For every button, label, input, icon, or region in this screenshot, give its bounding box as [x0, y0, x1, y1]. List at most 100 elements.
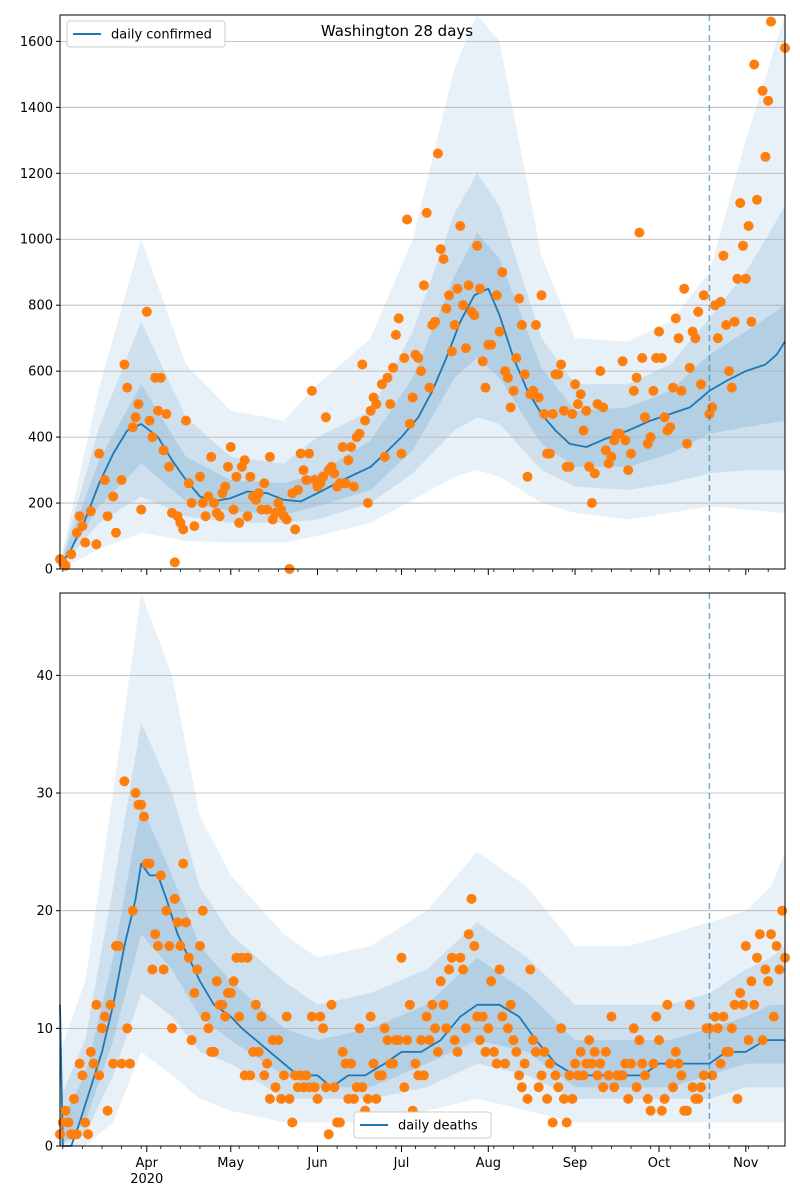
data-point: [200, 511, 211, 522]
data-point: [648, 1058, 659, 1069]
data-point: [662, 999, 673, 1010]
data-point: [186, 498, 197, 508]
data-point: [158, 964, 169, 975]
data-point: [147, 964, 158, 975]
data-point: [654, 326, 664, 337]
data-point: [209, 498, 219, 508]
x-tick-label: Oct: [648, 1156, 670, 1171]
data-point: [360, 415, 371, 426]
data-point: [223, 461, 233, 472]
data-point: [642, 1093, 653, 1104]
y-tick-label: 30: [36, 787, 53, 802]
data-point: [60, 1105, 71, 1116]
data-point: [354, 1023, 365, 1034]
data-point: [637, 1058, 648, 1069]
data-point: [421, 207, 432, 218]
data-point: [754, 929, 765, 940]
data-point: [774, 964, 785, 975]
data-point: [111, 527, 121, 538]
data-point: [472, 240, 483, 251]
data-point: [533, 392, 544, 403]
x-tick-label: Nov: [733, 1156, 759, 1171]
data-point: [617, 356, 628, 367]
data-point: [634, 1035, 645, 1046]
band-middle: [60, 722, 785, 1146]
data-point: [144, 858, 155, 869]
data-point: [530, 320, 541, 330]
data-point: [197, 498, 208, 508]
data-point: [66, 549, 77, 560]
data-point: [158, 445, 169, 456]
legend-label-daily-deaths: daily deaths: [398, 1119, 478, 1134]
data-point: [771, 941, 782, 951]
data-point: [687, 1082, 698, 1093]
data-point: [637, 353, 648, 363]
data-point: [567, 409, 578, 419]
data-point: [83, 1129, 93, 1140]
data-point: [195, 471, 205, 482]
data-point: [108, 1058, 119, 1069]
data-point: [133, 399, 144, 410]
data-point: [749, 59, 760, 70]
data-point: [245, 471, 256, 482]
data-point: [729, 999, 740, 1010]
x-axis: Apr May Jun Jul Aug Sep Oct Nov 2020: [62, 1146, 769, 1187]
data-point: [368, 1058, 379, 1069]
data-point: [446, 346, 457, 357]
data-point: [508, 1035, 519, 1046]
data-point: [290, 524, 301, 535]
data-point: [502, 372, 513, 383]
y-axis: 0 10 20 30 40: [36, 669, 60, 1155]
data-point: [195, 941, 205, 951]
data-point: [760, 151, 771, 162]
data-point: [508, 385, 519, 396]
data-point: [519, 1058, 530, 1069]
data-point: [320, 1082, 331, 1093]
chart-title: Washington 28 days: [321, 22, 473, 40]
data-point: [539, 1046, 550, 1057]
legend-box: [353, 1111, 492, 1139]
data-point: [125, 1058, 135, 1069]
data-point: [488, 1046, 499, 1057]
data-point: [253, 1046, 264, 1057]
data-point: [379, 1023, 390, 1034]
legend: daily deaths: [353, 1111, 492, 1139]
data-point: [80, 537, 91, 548]
data-point: [547, 409, 558, 419]
data-point: [214, 511, 225, 522]
data-point: [127, 422, 138, 433]
data-point: [88, 1058, 99, 1069]
data-point: [113, 941, 124, 951]
data-point: [346, 1058, 357, 1069]
x-tick-label: Aug: [476, 1156, 501, 1171]
data-point: [752, 194, 762, 205]
y-tick-label: 400: [28, 431, 53, 446]
data-point: [116, 475, 127, 485]
data-point: [183, 952, 194, 963]
data-point: [220, 481, 231, 492]
data-point: [141, 306, 152, 317]
data-point: [225, 988, 236, 998]
data-point: [329, 1082, 340, 1093]
data-point: [584, 461, 595, 472]
data-point: [553, 369, 564, 380]
data-point: [119, 359, 130, 370]
data-point: [402, 214, 413, 225]
confirmed-cases-panel: 0 200 400 600 800 1000 1200 1400 1600 Washington…: [20, 14, 790, 578]
data-point: [505, 402, 516, 413]
data-point: [206, 451, 217, 462]
legend: daily confirmed: [66, 20, 226, 48]
data-point: [231, 471, 242, 482]
data-point: [192, 964, 203, 975]
data-point: [396, 448, 407, 459]
data-point: [337, 1046, 348, 1057]
data-point: [491, 1058, 502, 1069]
data-point: [77, 521, 88, 532]
data-point: [684, 362, 695, 373]
data-point: [738, 999, 748, 1010]
data-point: [455, 952, 466, 963]
data-point: [122, 382, 133, 393]
data-point: [449, 320, 460, 330]
plot-frame: [59, 14, 786, 570]
